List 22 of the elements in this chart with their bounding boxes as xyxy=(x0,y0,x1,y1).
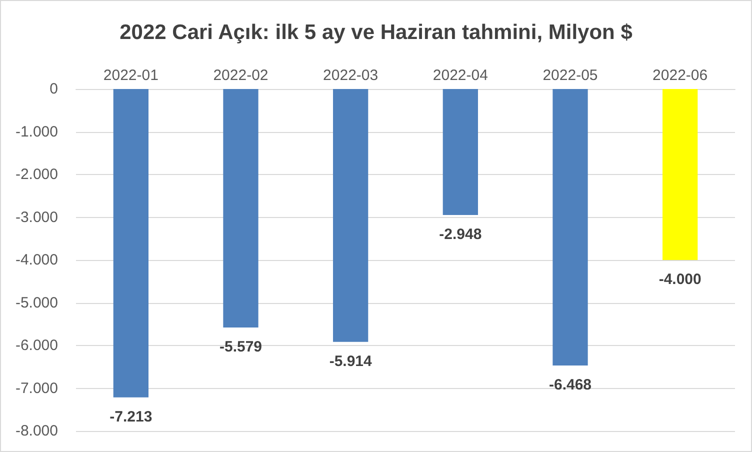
y-tick-label: -3.000 xyxy=(15,208,58,226)
y-tick-label: -4.000 xyxy=(15,252,58,268)
x-tick-label: 2022-04 xyxy=(432,67,488,84)
y-tick-label: -6.000 xyxy=(15,337,58,354)
data-label: -4.000 xyxy=(658,271,702,288)
y-tick-label: -7.000 xyxy=(15,380,58,397)
data-label: -6.468 xyxy=(548,376,592,394)
data-label: -5.579 xyxy=(219,338,262,356)
x-tick-label: 2022-05 xyxy=(542,67,598,84)
y-tick-label: -8.000 xyxy=(15,422,58,440)
data-label: -5.914 xyxy=(329,352,372,370)
y-tick-label: 0 xyxy=(50,80,58,98)
y-tick-label: -5.000 xyxy=(15,294,58,312)
y-tick-label: -2.000 xyxy=(15,166,58,183)
x-tick-label: 2022-02 xyxy=(213,67,268,84)
data-label: -7.213 xyxy=(110,408,152,426)
x-tick-label: 2022-06 xyxy=(652,67,708,84)
chart-title: 2022 Cari Açık: ilk 5 ay ve Haziran tahmini, Milyon $ xyxy=(120,21,633,44)
data-label: -2.948 xyxy=(439,226,482,244)
x-tick-label: 2022-01 xyxy=(103,67,158,84)
y-tick-label: -1.000 xyxy=(15,123,58,140)
x-tick-label: 2022-03 xyxy=(323,67,378,84)
